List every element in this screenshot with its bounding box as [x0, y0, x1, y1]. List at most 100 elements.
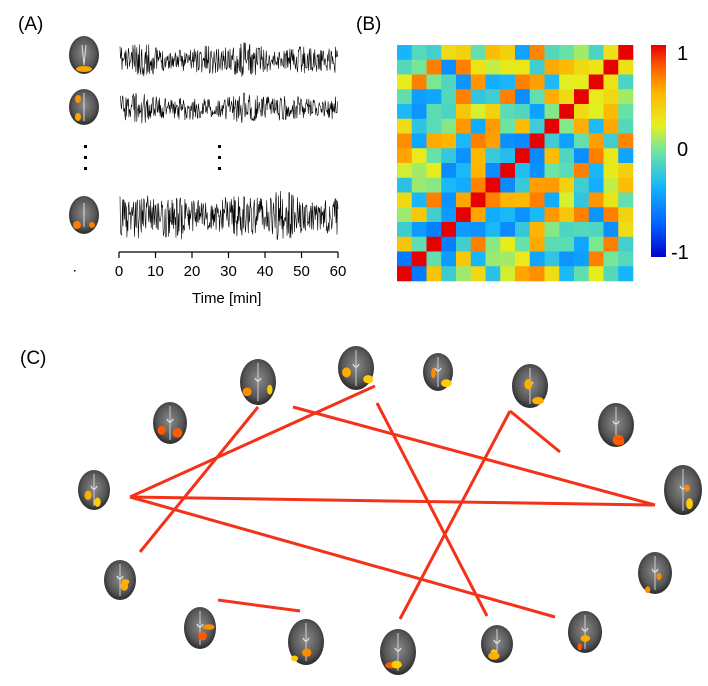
- matrix-cell: [426, 148, 442, 164]
- matrix-cell: [529, 104, 545, 120]
- network-node-brain: [423, 353, 453, 391]
- matrix-cell: [470, 207, 486, 223]
- network-edges: [129, 384, 656, 620]
- matrix-cell: [500, 74, 516, 90]
- matrix-cell: [559, 177, 575, 193]
- matrix-cell: [618, 163, 634, 179]
- matrix-cell: [456, 45, 472, 61]
- matrix-cell: [603, 89, 619, 105]
- matrix-cell: [411, 251, 427, 267]
- matrix-cell: [588, 236, 604, 252]
- matrix-cell: [411, 192, 427, 208]
- matrix-cell: [515, 133, 531, 149]
- matrix-cell: [397, 89, 413, 105]
- matrix-cell: [470, 236, 486, 252]
- network-node-brain: [568, 611, 602, 653]
- matrix-cell: [470, 89, 486, 105]
- matrix-cell: [618, 266, 634, 282]
- matrix-cell: [515, 45, 531, 61]
- matrix-cell: [426, 59, 442, 75]
- matrix-cell: [588, 192, 604, 208]
- matrix-cell: [470, 266, 486, 282]
- matrix-cell: [544, 59, 560, 75]
- matrix-cell: [574, 148, 590, 164]
- matrix-cell: [397, 163, 413, 179]
- matrix-cell: [618, 59, 634, 75]
- matrix-cell: [544, 207, 560, 223]
- matrix-cell: [500, 207, 516, 223]
- xtick-20: 20: [183, 263, 201, 280]
- matrix-cell: [500, 222, 516, 238]
- matrix-cell: [574, 163, 590, 179]
- small-dot: [74, 270, 76, 272]
- matrix-cell: [500, 251, 516, 267]
- network-edge: [375, 402, 489, 617]
- matrix-cell: [500, 104, 516, 120]
- matrix-cell: [529, 148, 545, 164]
- matrix-cell: [397, 207, 413, 223]
- matrix-cell: [456, 222, 472, 238]
- matrix-cell: [456, 236, 472, 252]
- matrix-cell: [470, 104, 486, 120]
- matrix-cell: [618, 192, 634, 208]
- matrix-cell: [441, 148, 457, 164]
- ts-brain-2: [69, 89, 99, 125]
- matrix-cell: [411, 74, 427, 90]
- matrix-cell: [588, 118, 604, 134]
- matrix-cell: [559, 192, 575, 208]
- colorbar: [651, 45, 666, 257]
- xtick-30: 30: [220, 263, 237, 280]
- matrix-cell: [544, 192, 560, 208]
- matrix-cell: [559, 266, 575, 282]
- matrix-cell: [500, 45, 516, 61]
- matrix-cell: [485, 148, 501, 164]
- matrix-cell: [426, 104, 442, 120]
- correlation-matrix: [397, 45, 634, 282]
- matrix-cell: [515, 74, 531, 90]
- panel-a-label: (A): [18, 14, 44, 35]
- matrix-cell: [618, 148, 634, 164]
- timeseries-trace: [119, 190, 339, 240]
- matrix-cell: [456, 74, 472, 90]
- network-edge: [129, 384, 376, 499]
- matrix-cell: [559, 207, 575, 223]
- matrix-cell: [588, 104, 604, 120]
- network-node-brain: [153, 402, 187, 444]
- matrix-cell: [485, 133, 501, 149]
- matrix-cell: [603, 177, 619, 193]
- matrix-cell: [411, 236, 427, 252]
- matrix-cell: [588, 45, 604, 61]
- matrix-cell: [529, 266, 545, 282]
- matrix-cell: [456, 104, 472, 120]
- xtick-40: 40: [256, 263, 274, 280]
- matrix-cell: [441, 133, 457, 149]
- matrix-cell: [515, 163, 531, 179]
- matrix-cell: [618, 207, 634, 223]
- matrix-cell: [441, 177, 457, 193]
- network-edge: [398, 410, 512, 620]
- matrix-cell: [574, 59, 590, 75]
- matrix-cell: [500, 59, 516, 75]
- matrix-cell: [411, 89, 427, 105]
- matrix-cell: [426, 118, 442, 134]
- matrix-cell: [426, 89, 442, 105]
- matrix-cell: [559, 74, 575, 90]
- matrix-cell: [603, 104, 619, 120]
- matrix-cell: [426, 133, 442, 149]
- network-edge: [129, 495, 656, 507]
- matrix-cell: [397, 266, 413, 282]
- matrix-cell: [574, 222, 590, 238]
- matrix-cell: [441, 266, 457, 282]
- matrix-cell: [618, 177, 634, 193]
- matrix-cell: [441, 251, 457, 267]
- matrix-cell: [470, 133, 486, 149]
- matrix-cell: [397, 118, 413, 134]
- ellipsis-dots-middle: [218, 145, 221, 170]
- matrix-cell: [470, 118, 486, 134]
- matrix-cell: [441, 236, 457, 252]
- matrix-cell: [485, 192, 501, 208]
- matrix-cell: [559, 222, 575, 238]
- matrix-cell: [618, 89, 634, 105]
- matrix-cell: [441, 45, 457, 61]
- matrix-cell: [544, 236, 560, 252]
